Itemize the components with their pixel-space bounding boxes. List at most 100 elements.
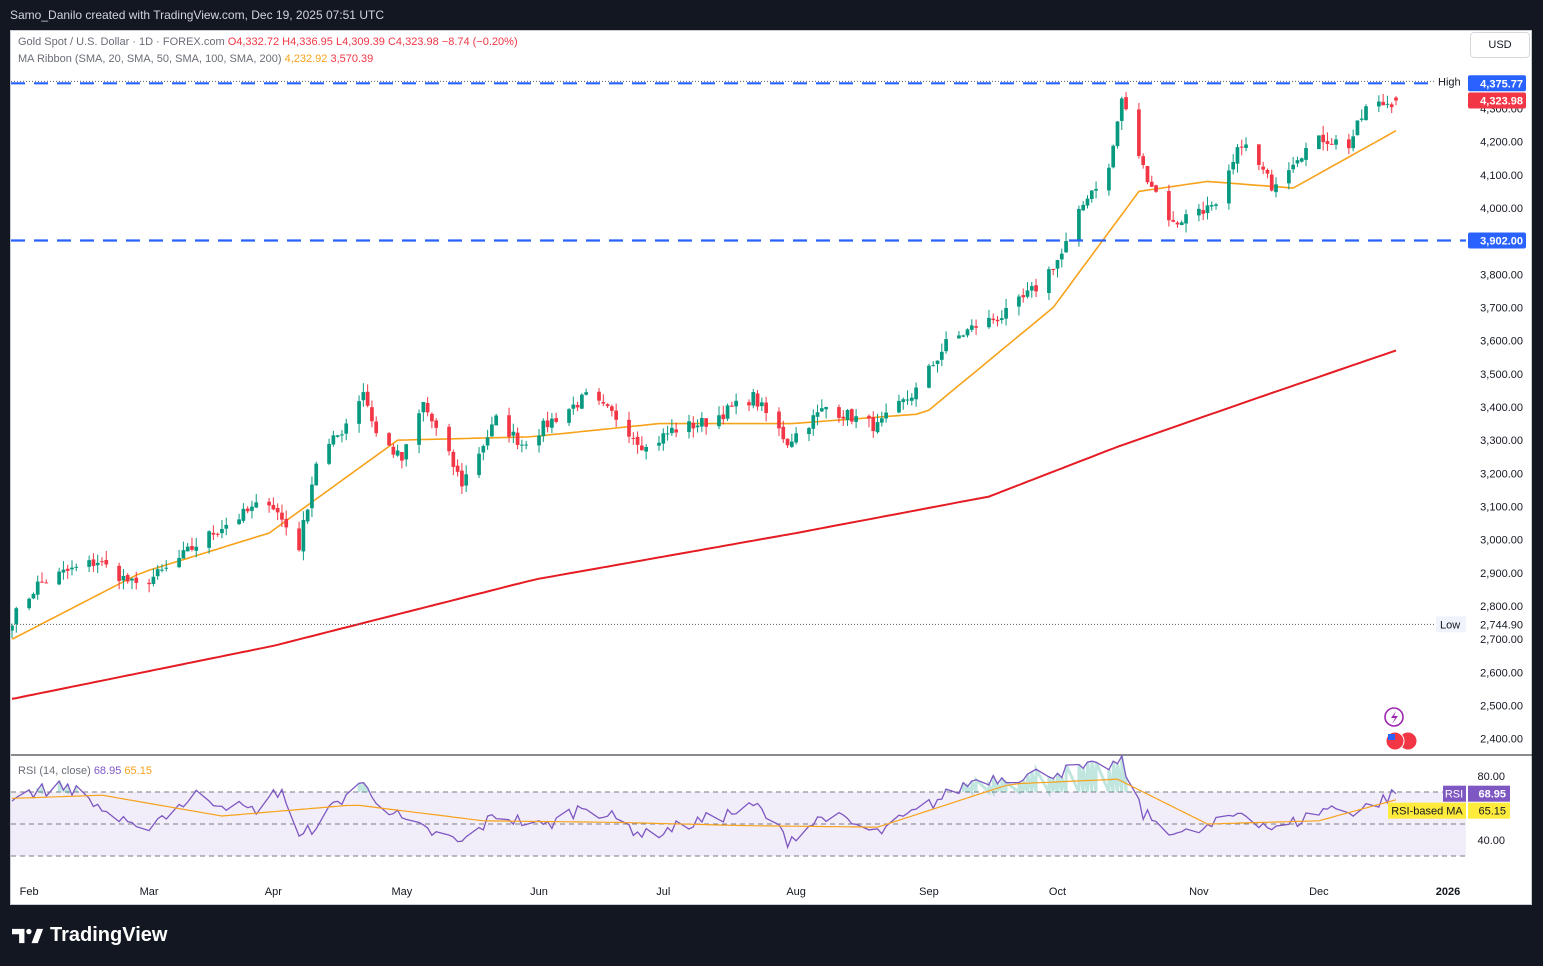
candle-body [807,428,811,435]
candle-body [1385,103,1390,105]
candle-body [601,401,606,404]
candle-body [271,504,276,510]
candle-body [1377,101,1381,107]
candle-body [901,399,906,402]
x-tick-label: Sep [919,886,939,898]
candle-body [104,559,109,565]
candle-body [181,550,186,559]
candle-body [554,418,559,422]
candle-body [117,565,121,582]
rsi-value: 68.95 [93,765,122,777]
candle-body [365,391,370,406]
candle-body [1304,148,1308,160]
rsi-tag-label-bg [1443,785,1466,802]
candle-body [1291,164,1296,170]
high-label: High [1438,76,1461,88]
candle-body [430,413,434,422]
candle-body [1021,295,1026,298]
candle-body [1179,222,1184,225]
candle-body [207,531,211,548]
candle-body [789,441,794,447]
candle-body [421,401,426,413]
candle-body [931,365,936,367]
candle-body [837,407,841,418]
candle-body [550,418,554,428]
candle-body [134,577,139,583]
candle-body [1265,169,1270,174]
candle-body [914,387,918,400]
candle-body [1004,307,1008,319]
candle-body [524,444,529,446]
candle-body [425,402,430,413]
candle-body [1235,147,1240,164]
candle-body [841,416,846,419]
candle-body [537,435,541,446]
candle-body [275,507,280,513]
candle-body [245,508,250,512]
candle-body [1231,162,1236,170]
candle-body [1149,181,1154,187]
symbol-legend: Gold Spot / U.S. Dollar · 1D · FOREX.com… [18,36,518,48]
candle-body [11,625,14,631]
candle-body [395,450,400,456]
candle-body [147,582,151,585]
candle-body [1175,222,1180,225]
candle-body [1334,139,1338,145]
candle-body [185,546,190,552]
candle-body [1167,191,1171,221]
rsima-tag-label: RSI-based MA [1391,806,1463,818]
candle-body [854,416,858,422]
candle-body [1329,143,1334,145]
candle-body [1064,241,1068,253]
symbol-name: Gold Spot / U.S. Dollar · 1D · FOREX.com [18,36,225,48]
chart-frame [10,30,1532,905]
y-tick-label: 2,800.00 [1480,601,1523,613]
candle-body [1261,166,1266,170]
rsi-label: RSI (14, close) [18,765,91,777]
candle-body [670,427,674,434]
candle-body [155,569,160,577]
y-tick-label: 4,100.00 [1480,170,1523,182]
candle-body [121,575,126,581]
candle-body [1214,204,1218,206]
candle-body [87,560,91,567]
candle-body [1141,156,1146,165]
candle-body [875,422,880,433]
candle-body [464,474,469,486]
candle-body [44,582,49,584]
candle-body [1287,170,1291,184]
candle-body [961,335,966,337]
y-tick-label: 2,400.00 [1480,734,1523,746]
candle-body [759,402,764,407]
candle-body [927,365,931,388]
support-tag-bg [1468,232,1526,249]
candle-body [1317,135,1321,150]
candle-body [657,442,661,446]
candle-body [640,445,644,451]
currency-button[interactable]: USD [1470,32,1530,58]
candle-body [610,406,614,411]
rsi-overbought-fill [27,755,1394,798]
rsi-tag-value-bg [1468,785,1510,802]
candle-body [460,470,464,487]
y-tick-label: 2,900.00 [1480,568,1523,580]
candle-body [674,429,678,433]
sma-200-line [11,349,1397,700]
rsima-tag-value: 65.15 [1478,806,1506,818]
candle-body [95,562,100,566]
candle-body [224,524,229,529]
candle-body [344,423,349,434]
rsi-tag-value: 68.95 [1478,789,1506,801]
y-tick-label: 3,500.00 [1480,369,1523,381]
high-label-bg [1434,73,1467,90]
candle-body [1107,167,1111,191]
candle-body [867,415,871,419]
candle-body [1089,190,1094,200]
price-plot-group [11,91,1398,700]
rsi-legend: RSI (14, close) 68.95 65.15 [18,765,152,777]
ma-legend: MA Ribbon (SMA, 20, SMA, 50, SMA, 100, S… [18,53,373,65]
ma-value-1: 4,232.92 [284,53,328,65]
y-tick-label: 3,000.00 [1480,535,1523,547]
candle-body [695,425,700,428]
